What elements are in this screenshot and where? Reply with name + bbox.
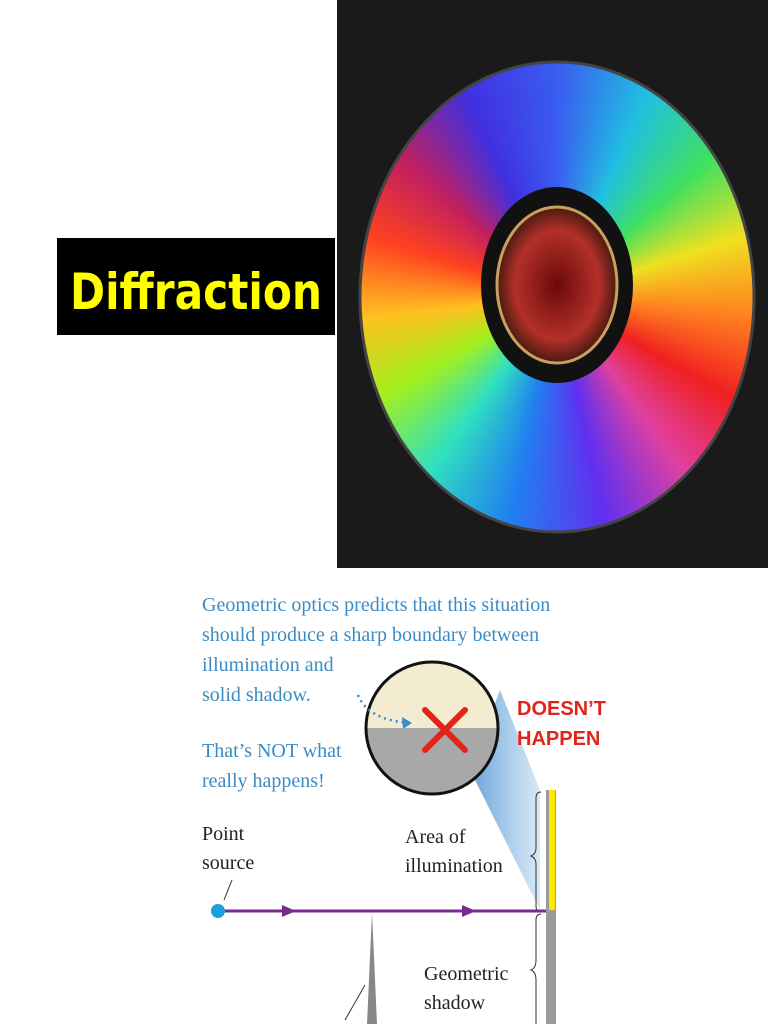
obstacle (367, 912, 377, 1024)
title-box (57, 238, 335, 335)
label-line: should produce a sharp boundary between (202, 624, 539, 646)
point-source (211, 904, 225, 918)
ray-arrow (462, 905, 476, 917)
title: Diffraction (70, 263, 322, 321)
label-line: illumination (405, 855, 503, 877)
ray-arrow (282, 905, 296, 917)
label-line: That’s NOT what (202, 740, 342, 762)
brackets (529, 791, 542, 1024)
leader (344, 984, 366, 1021)
label-line: solid shadow. (202, 684, 311, 706)
label-line: Area of (405, 826, 466, 848)
label-line: source (202, 852, 254, 874)
label-line: shadow (424, 992, 486, 1014)
cross (422, 707, 468, 753)
lens (364, 660, 500, 796)
arrow-head (402, 717, 412, 729)
disc-rim (358, 60, 756, 534)
disc-hub (495, 205, 619, 365)
leader (223, 879, 233, 901)
label-line: HAPPEN (517, 728, 600, 750)
label-line: DOESN’T (517, 698, 606, 720)
illuminated-strip (549, 790, 555, 910)
label-line: Point (202, 823, 245, 845)
label-line: Geometric (424, 963, 509, 985)
label-line: illumination and (202, 654, 334, 676)
label-line: Geometric optics predicts that this situ… (202, 594, 550, 616)
label-line: really happens! (202, 770, 325, 792)
